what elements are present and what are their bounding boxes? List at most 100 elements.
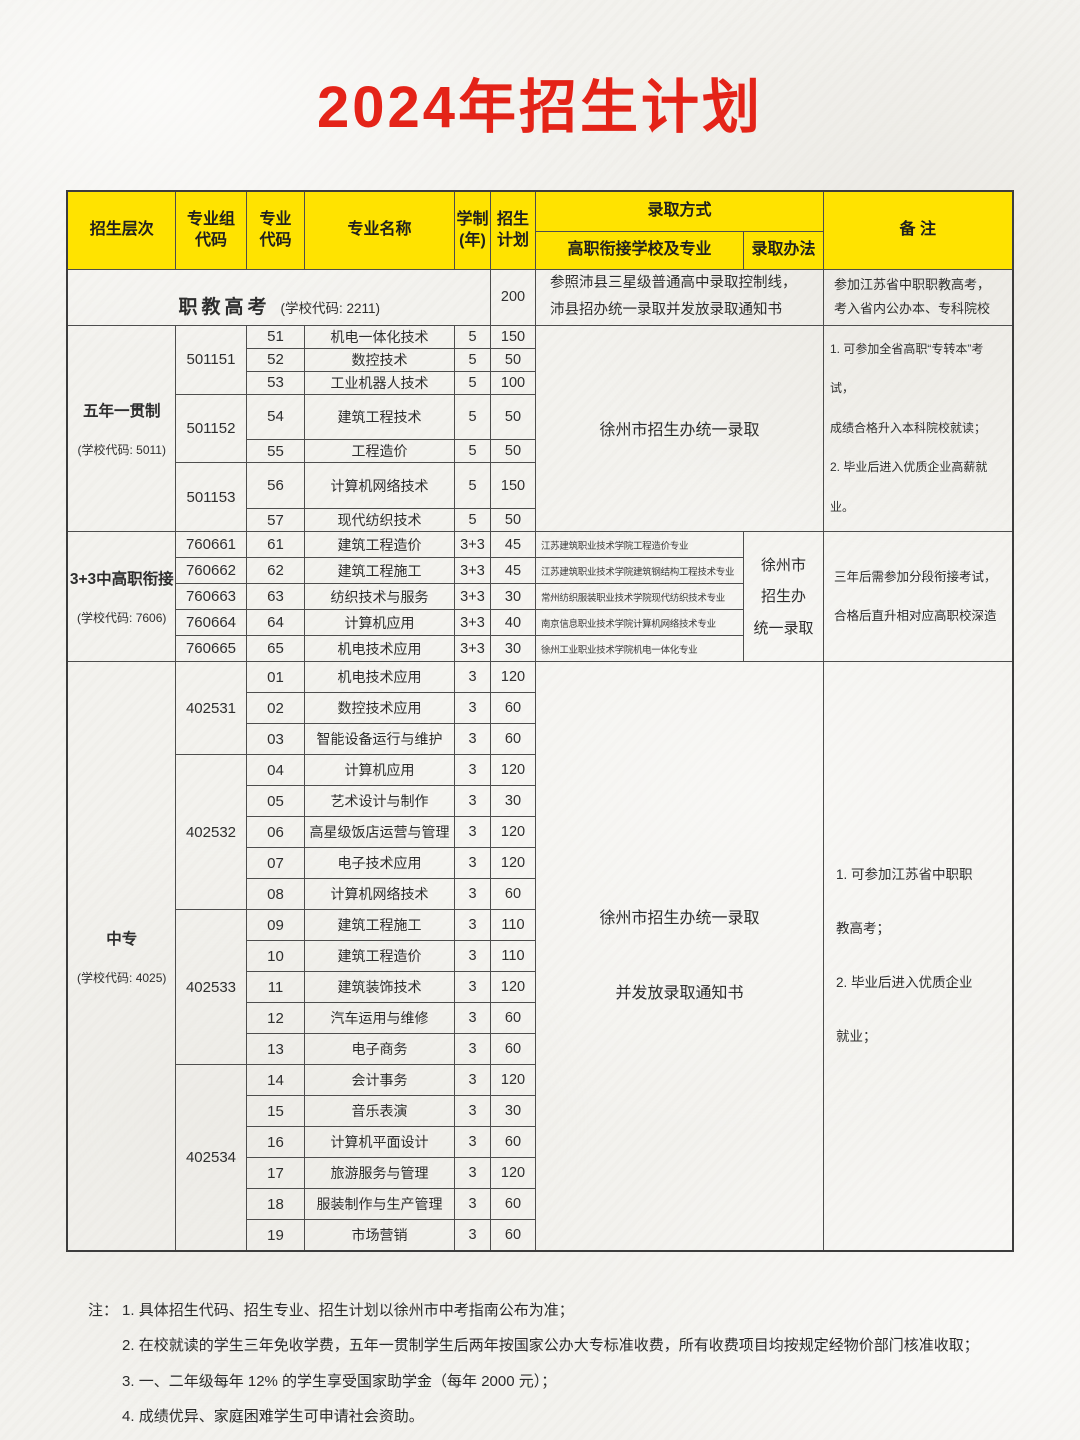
cell-years: 3 [453, 971, 491, 1004]
cell-years: 3 [453, 1219, 491, 1252]
cell-plan: 30 [489, 785, 536, 818]
cell-link-school: 南京信息职业技术学院计算机网络技术专业 [534, 609, 744, 637]
cell-major-code: 64 [245, 609, 305, 637]
cell-years: 3 [453, 878, 491, 911]
cell-major-name: 智能设备运行与维护 [303, 723, 455, 756]
cell-major-name: 建筑工程施工 [303, 557, 455, 585]
cell-years: 3+3 [453, 583, 491, 611]
cell-admission-five-year: 徐州市招生办统一录取 [534, 324, 825, 533]
cell-remark-zhongzhuan: 1. 可参加江苏省中职职 教高考； 2. 毕业后进入优质企业 就业； [823, 661, 1013, 1252]
cell-remark-exam: 参加江苏省中职职教高考， 考入省内公办本、专科院校 [823, 268, 1013, 326]
cell-major-name: 建筑工程施工 [303, 909, 455, 942]
cell-major-name: 音乐表演 [303, 1095, 455, 1128]
cell-major-code: 05 [245, 785, 305, 818]
cell-admission-zhongzhuan: 徐州市招生办统一录取 并发放录取通知书 [534, 661, 825, 1252]
cell-major-code: 14 [245, 1064, 305, 1097]
footnote-item-1: 1. 具体招生代码、招生专业、招生计划以徐州市中考指南公布为准； [122, 1301, 574, 1319]
cell-major-name: 机电技术应用 [303, 635, 455, 663]
cell-major-name: 计算机平面设计 [303, 1126, 455, 1159]
cell-admission-exam: 参照沛县三星级普通高中录取控制线， 沛县招办统一录取并发放录取通知书 [534, 268, 825, 326]
zhongzhuan-school-code: (学校代码: 4025) [77, 970, 167, 985]
cell-years: 3 [453, 1095, 491, 1128]
cell-group-code: 402531 [174, 661, 247, 756]
cell-group-code: 501153 [174, 462, 247, 533]
cell-major-name: 会计事务 [303, 1064, 455, 1097]
cell-group-code: 760663 [174, 583, 247, 611]
cell-years: 3 [453, 847, 491, 880]
cell-major-name: 工业机器人技术 [303, 370, 455, 395]
cell-plan: 100 [489, 370, 536, 395]
cell-major-code: 03 [245, 723, 305, 756]
cell-years: 3+3 [453, 635, 491, 663]
cell-group-code: 402532 [174, 754, 247, 911]
cell-plan: 120 [489, 1157, 536, 1190]
cell-years: 3+3 [453, 557, 491, 585]
cell-years: 3 [453, 754, 491, 787]
cell-major-code: 51 [245, 324, 305, 349]
cell-major-name: 计算机网络技术 [303, 462, 455, 510]
cell-major-code: 11 [245, 971, 305, 1004]
cell-plan: 110 [489, 940, 536, 973]
cell-major-name: 现代纺织技术 [303, 508, 455, 533]
cell-plan: 60 [489, 1126, 536, 1159]
cell-group-code: 501152 [174, 393, 247, 464]
cell-major-name: 计算机应用 [303, 754, 455, 787]
cell-plan: 45 [489, 531, 536, 559]
cell-plan: 60 [489, 1002, 536, 1035]
cell-major-code: 19 [245, 1219, 305, 1252]
cell-plan: 120 [489, 971, 536, 1004]
cell-link-school: 常州纺织服装职业技术学院现代纺织技术专业 [534, 583, 744, 611]
cell-major-code: 53 [245, 370, 305, 395]
cell-remark-three-three: 三年后需参加分段衔接考试， 合格后直升相对应高职校深造 [823, 531, 1013, 663]
header-group-code: 专业组 代码 [174, 190, 247, 270]
cell-years: 5 [453, 347, 491, 372]
cell-plan: 120 [489, 661, 536, 694]
cell-major-name: 机电一体化技术 [303, 324, 455, 349]
zhongzhuan-label: 中专 [106, 930, 138, 948]
footnotes-prefix: 注： [88, 1301, 119, 1319]
cell-plan: 50 [489, 347, 536, 372]
cell-major-code: 01 [245, 661, 305, 694]
cell-major-code: 08 [245, 878, 305, 911]
three-three-label: 3+3中高职衔接 [69, 571, 174, 589]
cell-major-name: 计算机应用 [303, 609, 455, 637]
cell-major-code: 10 [245, 940, 305, 973]
cell-link-school: 江苏建筑职业技术学院建筑钢结构工程技术专业 [534, 557, 744, 585]
cell-remark-five-year: 1. 可参加全省高职“专转本”考试， 成绩合格升入本科院校就读； 2. 毕业后进… [823, 324, 1013, 533]
cell-years: 3 [453, 692, 491, 725]
footnote-item-2: 2. 在校就读的学生三年免收学费，五年一贯制学生后两年按国家公办大专标准收费，所… [122, 1337, 979, 1355]
header-years: 学制 (年) [453, 190, 491, 270]
cell-plan: 60 [489, 723, 536, 756]
cell-major-name: 电子商务 [303, 1033, 455, 1066]
cell-major-code: 57 [245, 508, 305, 533]
cell-plan: 120 [489, 1064, 536, 1097]
header-method: 录取办法 [742, 230, 825, 270]
cell-major-code: 55 [245, 439, 305, 464]
cell-major-name: 建筑工程技术 [303, 393, 455, 441]
cell-major-code: 61 [245, 531, 305, 559]
cell-group-code: 760664 [174, 609, 247, 637]
cell-major-code: 62 [245, 557, 305, 585]
cell-link-school: 江苏建筑职业技术学院工程造价专业 [534, 531, 744, 559]
cell-major-name: 数控技术 [303, 347, 455, 372]
cell-major-name: 服装制作与生产管理 [303, 1188, 455, 1221]
cell-major-code: 16 [245, 1126, 305, 1159]
section-three-three: 3+3中高职衔接 (学校代码: 7606) [66, 531, 176, 663]
cell-group-code: 760665 [174, 635, 247, 663]
cell-major-name: 市场营销 [303, 1219, 455, 1252]
cell-major-code: 56 [245, 462, 305, 510]
cell-major-code: 04 [245, 754, 305, 787]
cell-years: 3 [453, 940, 491, 973]
cell-plan: 60 [489, 878, 536, 911]
cell-years: 3 [453, 1157, 491, 1190]
cell-major-name: 数控技术应用 [303, 692, 455, 725]
section-zhongzhuan: 中专 (学校代码: 4025) [66, 661, 176, 1252]
exam-name: 职教高考 [178, 297, 271, 318]
cell-years: 3 [453, 816, 491, 849]
cell-years: 3 [453, 661, 491, 694]
footnote-item-4: 4. 成绩优异、家庭困难学生可申请社会资助。 [122, 1408, 424, 1426]
header-major-code: 专业 代码 [245, 190, 305, 270]
header-admission-method: 录取方式 [534, 190, 825, 232]
exam-school-code: (学校代码: 2211) [280, 301, 380, 316]
cell-plan: 120 [489, 816, 536, 849]
